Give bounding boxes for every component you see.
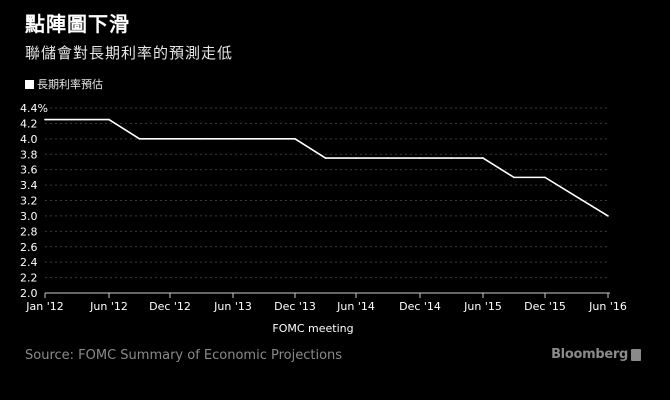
data-point <box>108 118 110 121</box>
data-point <box>575 195 578 198</box>
data-point <box>232 138 234 140</box>
data-point <box>263 138 265 140</box>
series-line-long-run-rate <box>45 118 609 217</box>
data-point <box>355 157 357 159</box>
data-point <box>482 157 484 159</box>
data-point <box>544 176 546 179</box>
x-tick-label: Jun '13 <box>213 300 252 313</box>
x-tick-label: Jun '15 <box>463 300 502 313</box>
data-point <box>138 138 141 140</box>
x-tick-label: Dec '14 <box>399 300 441 313</box>
chart-title: 點陣圖下滑 <box>25 12 130 36</box>
data-point <box>44 118 46 121</box>
y-tick-label: 3.6 <box>20 164 38 177</box>
chart-subtitle: 聯儲會對長期利率的預測走低 <box>25 44 234 62</box>
data-point <box>200 138 203 140</box>
data-point <box>419 157 421 159</box>
data-point <box>513 176 515 179</box>
data-point <box>450 157 453 159</box>
y-tick-label: 3.8 <box>20 148 38 161</box>
y-tick-label: 3.4 <box>20 179 38 192</box>
x-tick-label: Jan '12 <box>25 300 63 313</box>
x-axis-title: FOMC meeting <box>272 322 353 335</box>
x-tick-label: Dec '12 <box>149 300 191 313</box>
source-note: Source: FOMC Summary of Economic Project… <box>25 348 343 363</box>
y-tick-label: 2.4 <box>20 256 38 269</box>
legend-label: 長期利率預估 <box>37 78 103 91</box>
bloomberg-logo: Bloomberg <box>551 347 628 362</box>
y-tick-label: 3.2 <box>20 195 38 208</box>
x-tick-label: Jun '14 <box>336 300 375 313</box>
y-tick-label: 2.0 <box>20 287 38 300</box>
data-point <box>324 157 327 159</box>
data-point <box>294 138 296 140</box>
y-tick-label: 3.0 <box>20 210 38 223</box>
x-tick-label: Dec '13 <box>274 300 316 313</box>
data-point <box>387 157 389 159</box>
legend-swatch <box>25 79 34 89</box>
y-tick-label: 2.2 <box>20 272 38 285</box>
x-tick-label: Jun '16 <box>588 300 627 313</box>
y-tick-label: 4.0 <box>20 133 38 146</box>
x-tick-label: Dec '15 <box>524 300 566 313</box>
bloomberg-terminal-icon <box>631 349 641 361</box>
y-tick-label: 4.2 <box>20 117 38 130</box>
data-point <box>169 138 171 140</box>
legend: 長期利率預估 <box>25 76 103 92</box>
y-tick-label: 2.8 <box>20 225 38 238</box>
y-tick-label: 2.6 <box>20 241 38 254</box>
data-point <box>607 215 609 217</box>
x-tick-label: Jun '12 <box>89 300 128 313</box>
y-tick-label: 4.4% <box>20 102 48 115</box>
